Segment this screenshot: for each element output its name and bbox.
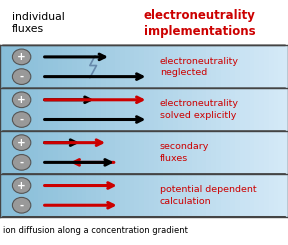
Bar [192,45,197,217]
Bar [182,45,187,217]
Bar [125,45,130,217]
Bar [5,45,10,217]
Bar [154,45,158,217]
Text: electroneutrality
neglected: electroneutrality neglected [160,57,239,77]
Bar [43,45,48,217]
Circle shape [12,155,31,170]
Bar [168,45,173,217]
Bar [149,45,154,217]
Circle shape [12,69,31,85]
Bar [10,45,14,217]
Bar [178,45,182,217]
Bar [115,45,120,217]
Text: -: - [20,157,24,167]
Bar [19,45,24,217]
Bar [48,45,53,217]
Text: +: + [17,181,26,191]
Circle shape [12,112,31,127]
Bar [240,45,245,217]
Bar [72,45,77,217]
Bar [144,45,149,217]
Bar [91,45,96,217]
Bar [34,45,38,217]
Bar [197,45,202,217]
Bar [235,45,240,217]
Bar [163,45,168,217]
Bar [77,45,82,217]
Text: -: - [20,72,24,82]
Bar [187,45,192,217]
Bar [274,45,278,217]
Bar [67,45,72,217]
Bar [211,45,216,217]
Bar [264,45,269,217]
Text: -: - [20,200,24,210]
Text: ion diffusion along a concentration gradient: ion diffusion along a concentration grad… [3,226,188,235]
Bar [254,45,259,217]
Circle shape [12,178,31,193]
Bar [269,45,274,217]
Bar [158,45,163,217]
Text: +: + [17,138,26,148]
Text: electroneutrality
implementations: electroneutrality implementations [144,9,256,38]
Bar [221,45,226,217]
Bar [96,45,101,217]
Bar [259,45,264,217]
Bar [120,45,125,217]
Bar [250,45,254,217]
Circle shape [12,49,31,65]
Bar [173,45,178,217]
Text: electroneutrality
solved explicitly: electroneutrality solved explicitly [160,99,239,120]
Bar [24,45,29,217]
Bar [216,45,221,217]
Bar [14,45,19,217]
Bar [202,45,206,217]
Text: +: + [17,52,26,62]
Circle shape [12,197,31,213]
Bar [101,45,106,217]
Bar [38,45,43,217]
Text: +: + [17,95,26,105]
Bar [226,45,230,217]
Bar [230,45,235,217]
Bar [130,45,134,217]
Circle shape [12,135,31,150]
Bar [29,45,34,217]
Bar [278,45,283,217]
Bar [245,45,250,217]
Text: -: - [20,114,24,124]
Bar [62,45,67,217]
Bar [82,45,86,217]
Bar [106,45,110,217]
Bar [139,45,144,217]
Bar [53,45,58,217]
Bar [58,45,62,217]
Bar [0,45,5,217]
Circle shape [12,92,31,108]
Bar [110,45,115,217]
Bar [206,45,211,217]
Text: individual
fluxes: individual fluxes [12,12,64,35]
Text: potential dependent
calculation: potential dependent calculation [160,185,257,206]
Bar [134,45,139,217]
Bar [283,45,288,217]
Bar [86,45,91,217]
Text: secondary
fluxes: secondary fluxes [160,142,209,163]
